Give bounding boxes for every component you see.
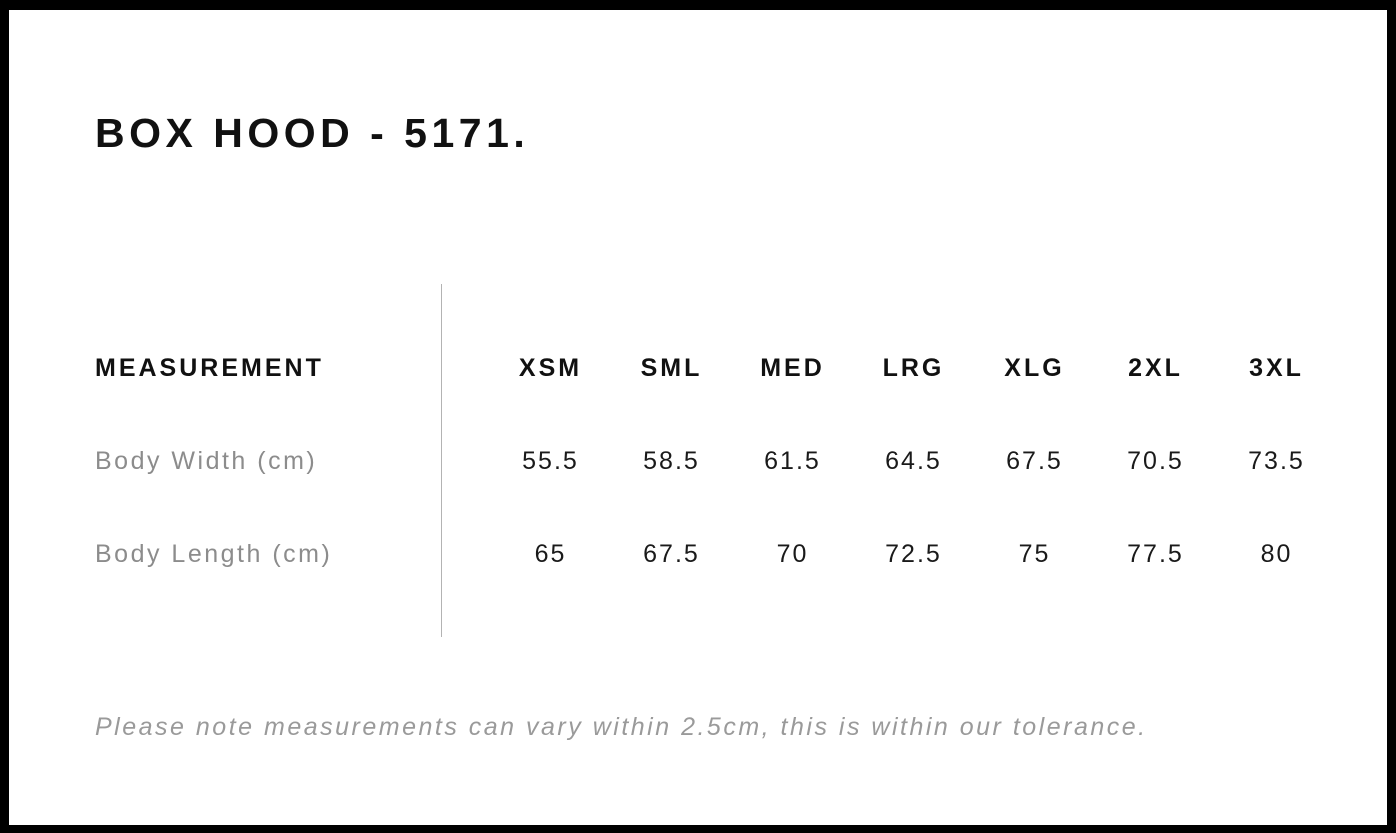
body-length-value-xsm: 65 xyxy=(534,540,567,568)
body-length-value-xlg: 75 xyxy=(1018,540,1051,568)
body-width-value-sml: 58.5 xyxy=(643,447,700,475)
row-label-body-length: Body Length (cm) xyxy=(95,540,333,568)
body-width-value-3xl: 73.5 xyxy=(1248,447,1305,475)
body-width-value-xsm: 55.5 xyxy=(522,447,579,475)
size-column-header-med: MED xyxy=(760,354,825,382)
size-chart-canvas: BOX HOOD - 5171. MEASUREMENT XSM SML MED… xyxy=(9,10,1387,825)
body-length-value-med: 70 xyxy=(776,540,809,568)
size-column-header-3xl: 3XL xyxy=(1249,354,1304,382)
tolerance-note: Please note measurements can vary within… xyxy=(95,713,1148,741)
measurement-column-header: MEASUREMENT xyxy=(95,354,324,382)
page-title: BOX HOOD - 5171. xyxy=(95,110,530,156)
size-table: MEASUREMENT XSM SML MED LRG XLG 2XL 3XL … xyxy=(95,284,1338,637)
table-row-body-width: Body Width (cm) 55.5 58.5 61.5 64.5 67.5… xyxy=(95,415,1338,508)
size-column-header-sml: SML xyxy=(640,354,703,382)
size-column-header-2xl: 2XL xyxy=(1128,354,1183,382)
body-width-value-med: 61.5 xyxy=(764,447,821,475)
row-label-body-width: Body Width (cm) xyxy=(95,447,318,475)
body-width-value-2xl: 70.5 xyxy=(1127,447,1184,475)
body-width-value-xlg: 67.5 xyxy=(1006,447,1063,475)
table-row-body-length: Body Length (cm) 65 67.5 70 72.5 75 77.5… xyxy=(95,508,1338,601)
body-width-value-lrg: 64.5 xyxy=(885,447,942,475)
size-column-header-lrg: LRG xyxy=(882,354,945,382)
table-vertical-divider xyxy=(441,284,442,637)
table-header-row: MEASUREMENT XSM SML MED LRG XLG 2XL 3XL xyxy=(95,322,1338,415)
body-length-value-2xl: 77.5 xyxy=(1127,540,1184,568)
size-column-header-xsm: XSM xyxy=(518,354,583,382)
body-length-value-sml: 67.5 xyxy=(643,540,700,568)
body-length-value-lrg: 72.5 xyxy=(885,540,942,568)
body-length-value-3xl: 80 xyxy=(1260,540,1293,568)
size-column-header-xlg: XLG xyxy=(1004,354,1065,382)
